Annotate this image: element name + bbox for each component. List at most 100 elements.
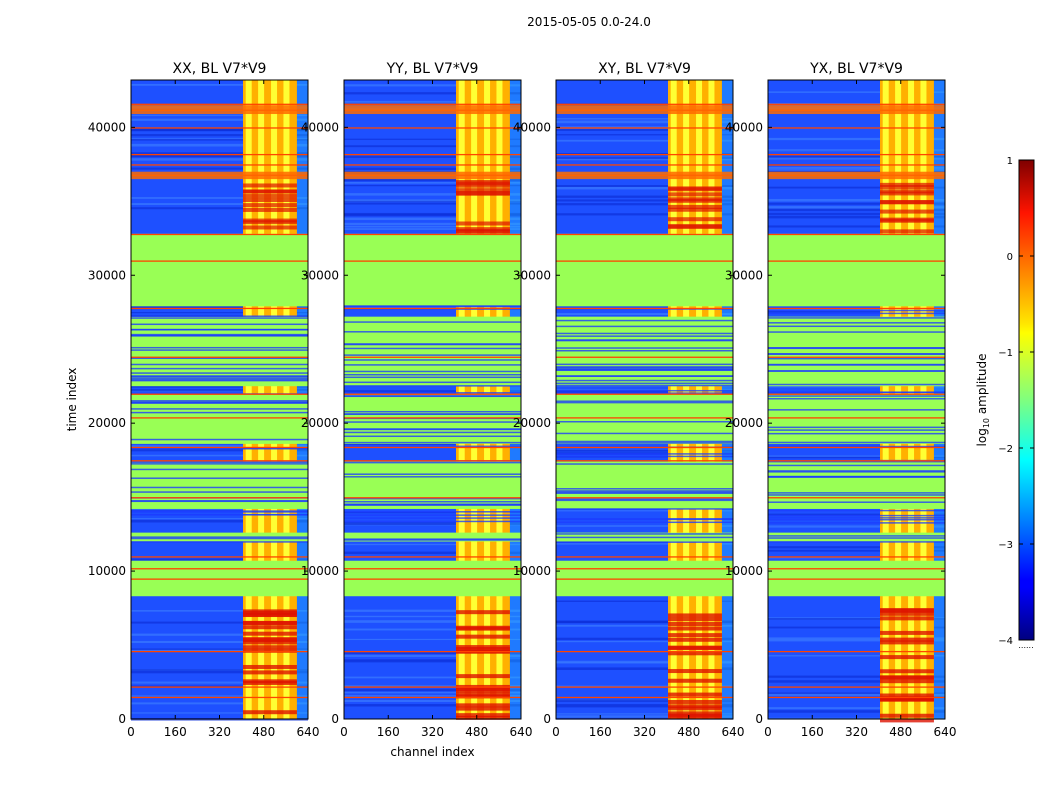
noise-row <box>131 519 308 523</box>
hot-row <box>880 616 934 621</box>
stripe-row <box>556 379 733 382</box>
stripe-row <box>556 375 733 377</box>
red-stripe <box>768 556 945 558</box>
stripe-row <box>131 468 308 471</box>
stripe-row <box>344 392 521 394</box>
x-tick-label: 640 <box>510 725 533 739</box>
red-stripe <box>131 696 308 699</box>
x-tick-label: 480 <box>889 725 912 739</box>
red-stripe <box>344 356 521 358</box>
stripe-row <box>344 410 521 413</box>
stripe-row <box>344 514 521 516</box>
noise-row <box>344 84 521 87</box>
stripe-row <box>344 476 521 478</box>
stripe-row <box>131 349 308 351</box>
hot-row <box>668 645 722 650</box>
stripe-row <box>768 331 945 333</box>
stripe-row <box>556 442 733 444</box>
noise-row <box>131 633 308 636</box>
red-stripe <box>556 696 733 699</box>
stripe-row <box>344 370 521 373</box>
red-stripe <box>556 164 733 166</box>
x-tick-label: 480 <box>252 725 275 739</box>
colorbar-tick-label: −2 <box>998 444 1013 455</box>
noise-row <box>556 195 733 198</box>
hot-row <box>243 680 297 685</box>
stripe-row <box>131 378 308 381</box>
y-tick-label: 10000 <box>513 564 551 578</box>
y-tick-label: 20000 <box>725 416 763 430</box>
noise-row <box>344 551 521 555</box>
noise-row <box>556 120 733 124</box>
stripe-row <box>768 353 945 355</box>
hot-row <box>243 225 297 230</box>
stripe-row <box>344 331 521 333</box>
noise-row <box>768 385 945 388</box>
noise-row <box>768 525 945 528</box>
stripe-row <box>768 441 945 444</box>
flagged-rows <box>344 532 521 542</box>
x-tick-label: 640 <box>722 725 745 739</box>
hot-row <box>880 608 934 613</box>
noise-row <box>344 659 521 662</box>
noise-row <box>556 624 733 627</box>
red-stripe <box>556 127 733 129</box>
hot-row <box>880 217 934 222</box>
red-stripe <box>344 260 521 262</box>
stripe-row <box>768 537 945 539</box>
colorbar-tick-label: −4 <box>998 636 1013 647</box>
noise-row <box>131 718 308 721</box>
stripe-row <box>556 432 733 435</box>
noise-row <box>344 213 521 217</box>
y-tick-label: 10000 <box>88 564 126 578</box>
red-stripe <box>344 578 521 580</box>
stripe-row <box>556 401 733 404</box>
y-tick-label: 40000 <box>725 120 763 134</box>
noise-row <box>131 114 308 117</box>
noise-row <box>344 695 521 697</box>
noise-row <box>768 208 945 212</box>
hot-row <box>668 225 722 230</box>
stripe-row <box>768 445 945 448</box>
red-stripe <box>344 497 521 499</box>
stripe-row <box>556 389 733 392</box>
red-stripe <box>131 650 308 653</box>
noise-row <box>556 134 733 136</box>
red-stripe <box>556 417 733 419</box>
hot-row <box>880 655 934 660</box>
hot-row <box>880 182 934 187</box>
red-stripe <box>344 103 521 105</box>
stripe-row <box>344 520 521 523</box>
hot-row <box>880 640 934 645</box>
red-stripe <box>556 497 733 499</box>
noise-row <box>556 185 733 187</box>
noise-row <box>344 202 521 205</box>
red-stripe <box>556 307 733 310</box>
noise-row <box>556 157 733 160</box>
stripe-row <box>556 440 733 443</box>
noise-row <box>131 669 308 671</box>
stripe-row <box>344 395 521 397</box>
hot-row <box>243 710 297 715</box>
stripe-row <box>131 411 308 414</box>
noise-row <box>344 691 521 694</box>
red-stripe <box>556 568 733 570</box>
red-stripe <box>131 556 308 558</box>
hot-row <box>243 621 297 626</box>
hot-row <box>243 645 297 650</box>
hot-row <box>668 678 722 683</box>
hot-row <box>668 711 722 716</box>
red-stripe <box>131 578 308 580</box>
stripe-row <box>556 347 733 349</box>
hot-row <box>243 613 297 618</box>
stripe-row <box>556 325 733 328</box>
x-tick-label: 0 <box>552 725 560 739</box>
noise-row <box>768 202 945 205</box>
y-tick-label: 20000 <box>301 416 339 430</box>
noise-row <box>344 652 521 655</box>
noise-row <box>556 313 733 316</box>
x-tick-label: 640 <box>934 725 957 739</box>
red-stripe <box>131 164 308 166</box>
noise-row <box>768 155 945 159</box>
noise-row <box>131 640 308 644</box>
